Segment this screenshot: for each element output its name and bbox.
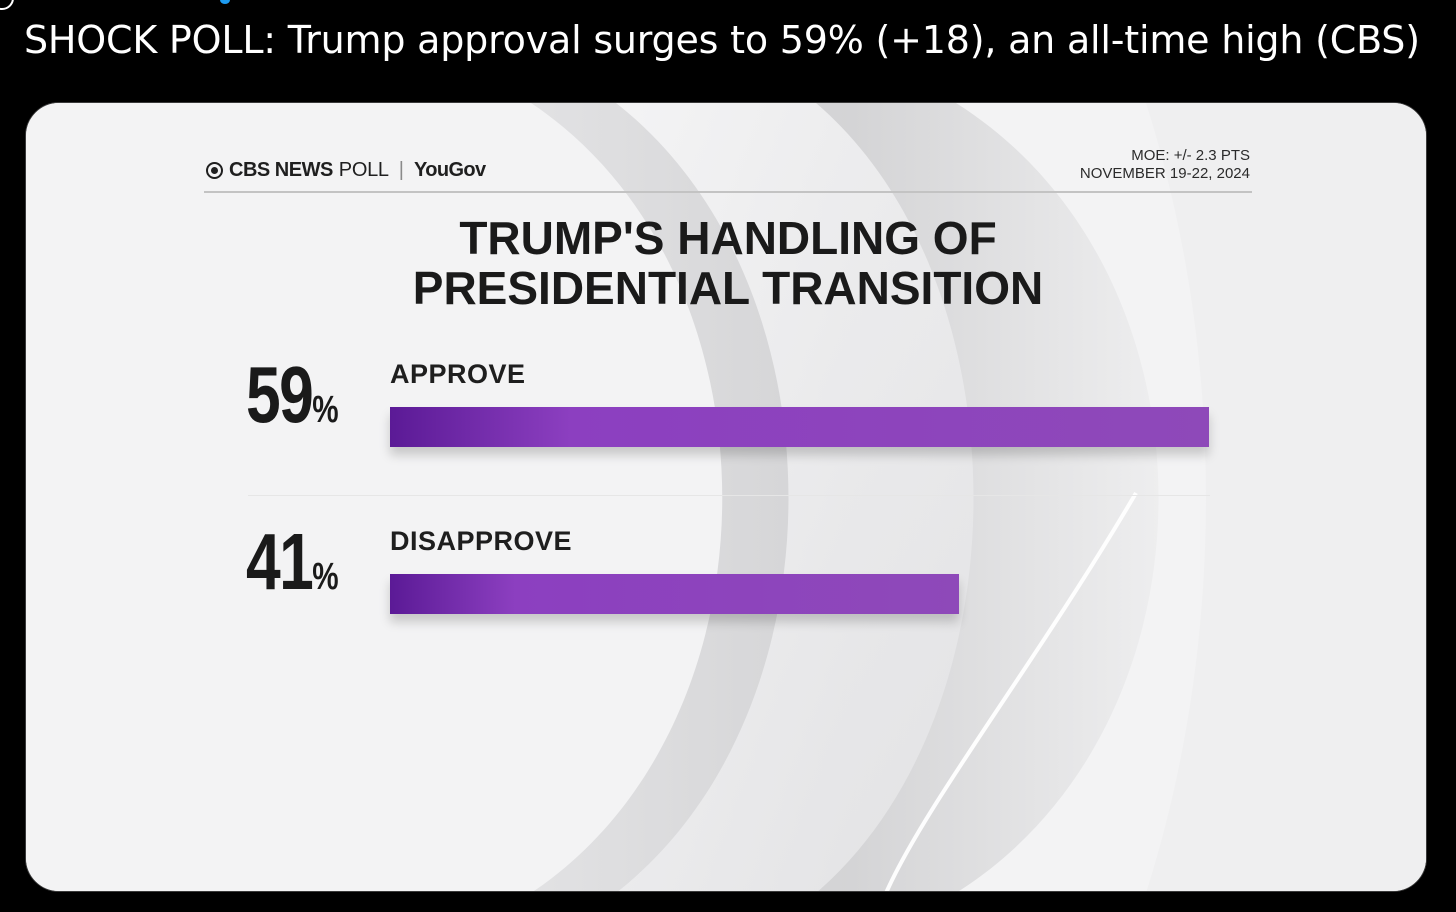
chart-title-line2: PRESIDENTIAL TRANSITION: [412, 262, 1044, 314]
background-swoosh: [26, 103, 1426, 891]
brand-separator: |: [398, 159, 404, 181]
poll-meta: MOE: +/- 2.3 PTS NOVEMBER 19-22, 2024: [1080, 147, 1250, 183]
brand-network: CBS NEWS: [229, 159, 333, 181]
media-card[interactable]: CBS NEWS POLL | YouGov MOE: +/- 2.3 PTS …: [25, 102, 1427, 892]
verified-badge-fragment: [220, 0, 230, 4]
header-rule: [204, 191, 1252, 193]
brand-partner: YouGov: [413, 159, 486, 181]
cbs-eye-icon: [206, 162, 223, 179]
chart-title-line1: TRUMP'S HANDLING OF: [459, 212, 997, 264]
value-label-approve: 59%: [246, 349, 339, 441]
chart-title: TRUMP'S HANDLING OF PRESIDENTIAL TRANSIT…: [204, 213, 1252, 313]
value-unit: %: [312, 556, 339, 598]
tweet-text: SHOCK POLL: Trump approval surges to 59%…: [24, 18, 1420, 62]
bar-approve: [390, 407, 1209, 447]
value-number: 41: [246, 517, 314, 606]
bar-disapprove: [390, 574, 959, 614]
value-number: 59: [246, 350, 314, 439]
brand-lockup: CBS NEWS POLL | YouGov: [206, 159, 486, 182]
avatar[interactable]: [0, 0, 14, 10]
category-label-approve: APPROVE: [390, 359, 526, 389]
value-label-disapprove: 41%: [246, 516, 339, 608]
value-unit: %: [312, 389, 339, 431]
brand-poll: POLL: [338, 159, 389, 181]
poll-dates: NOVEMBER 19-22, 2024: [1079, 165, 1250, 182]
margin-of-error: MOE: +/- 2.3 PTS: [1131, 147, 1250, 164]
row-divider: [248, 495, 1210, 496]
category-label-disapprove: DISAPPROVE: [390, 526, 573, 556]
